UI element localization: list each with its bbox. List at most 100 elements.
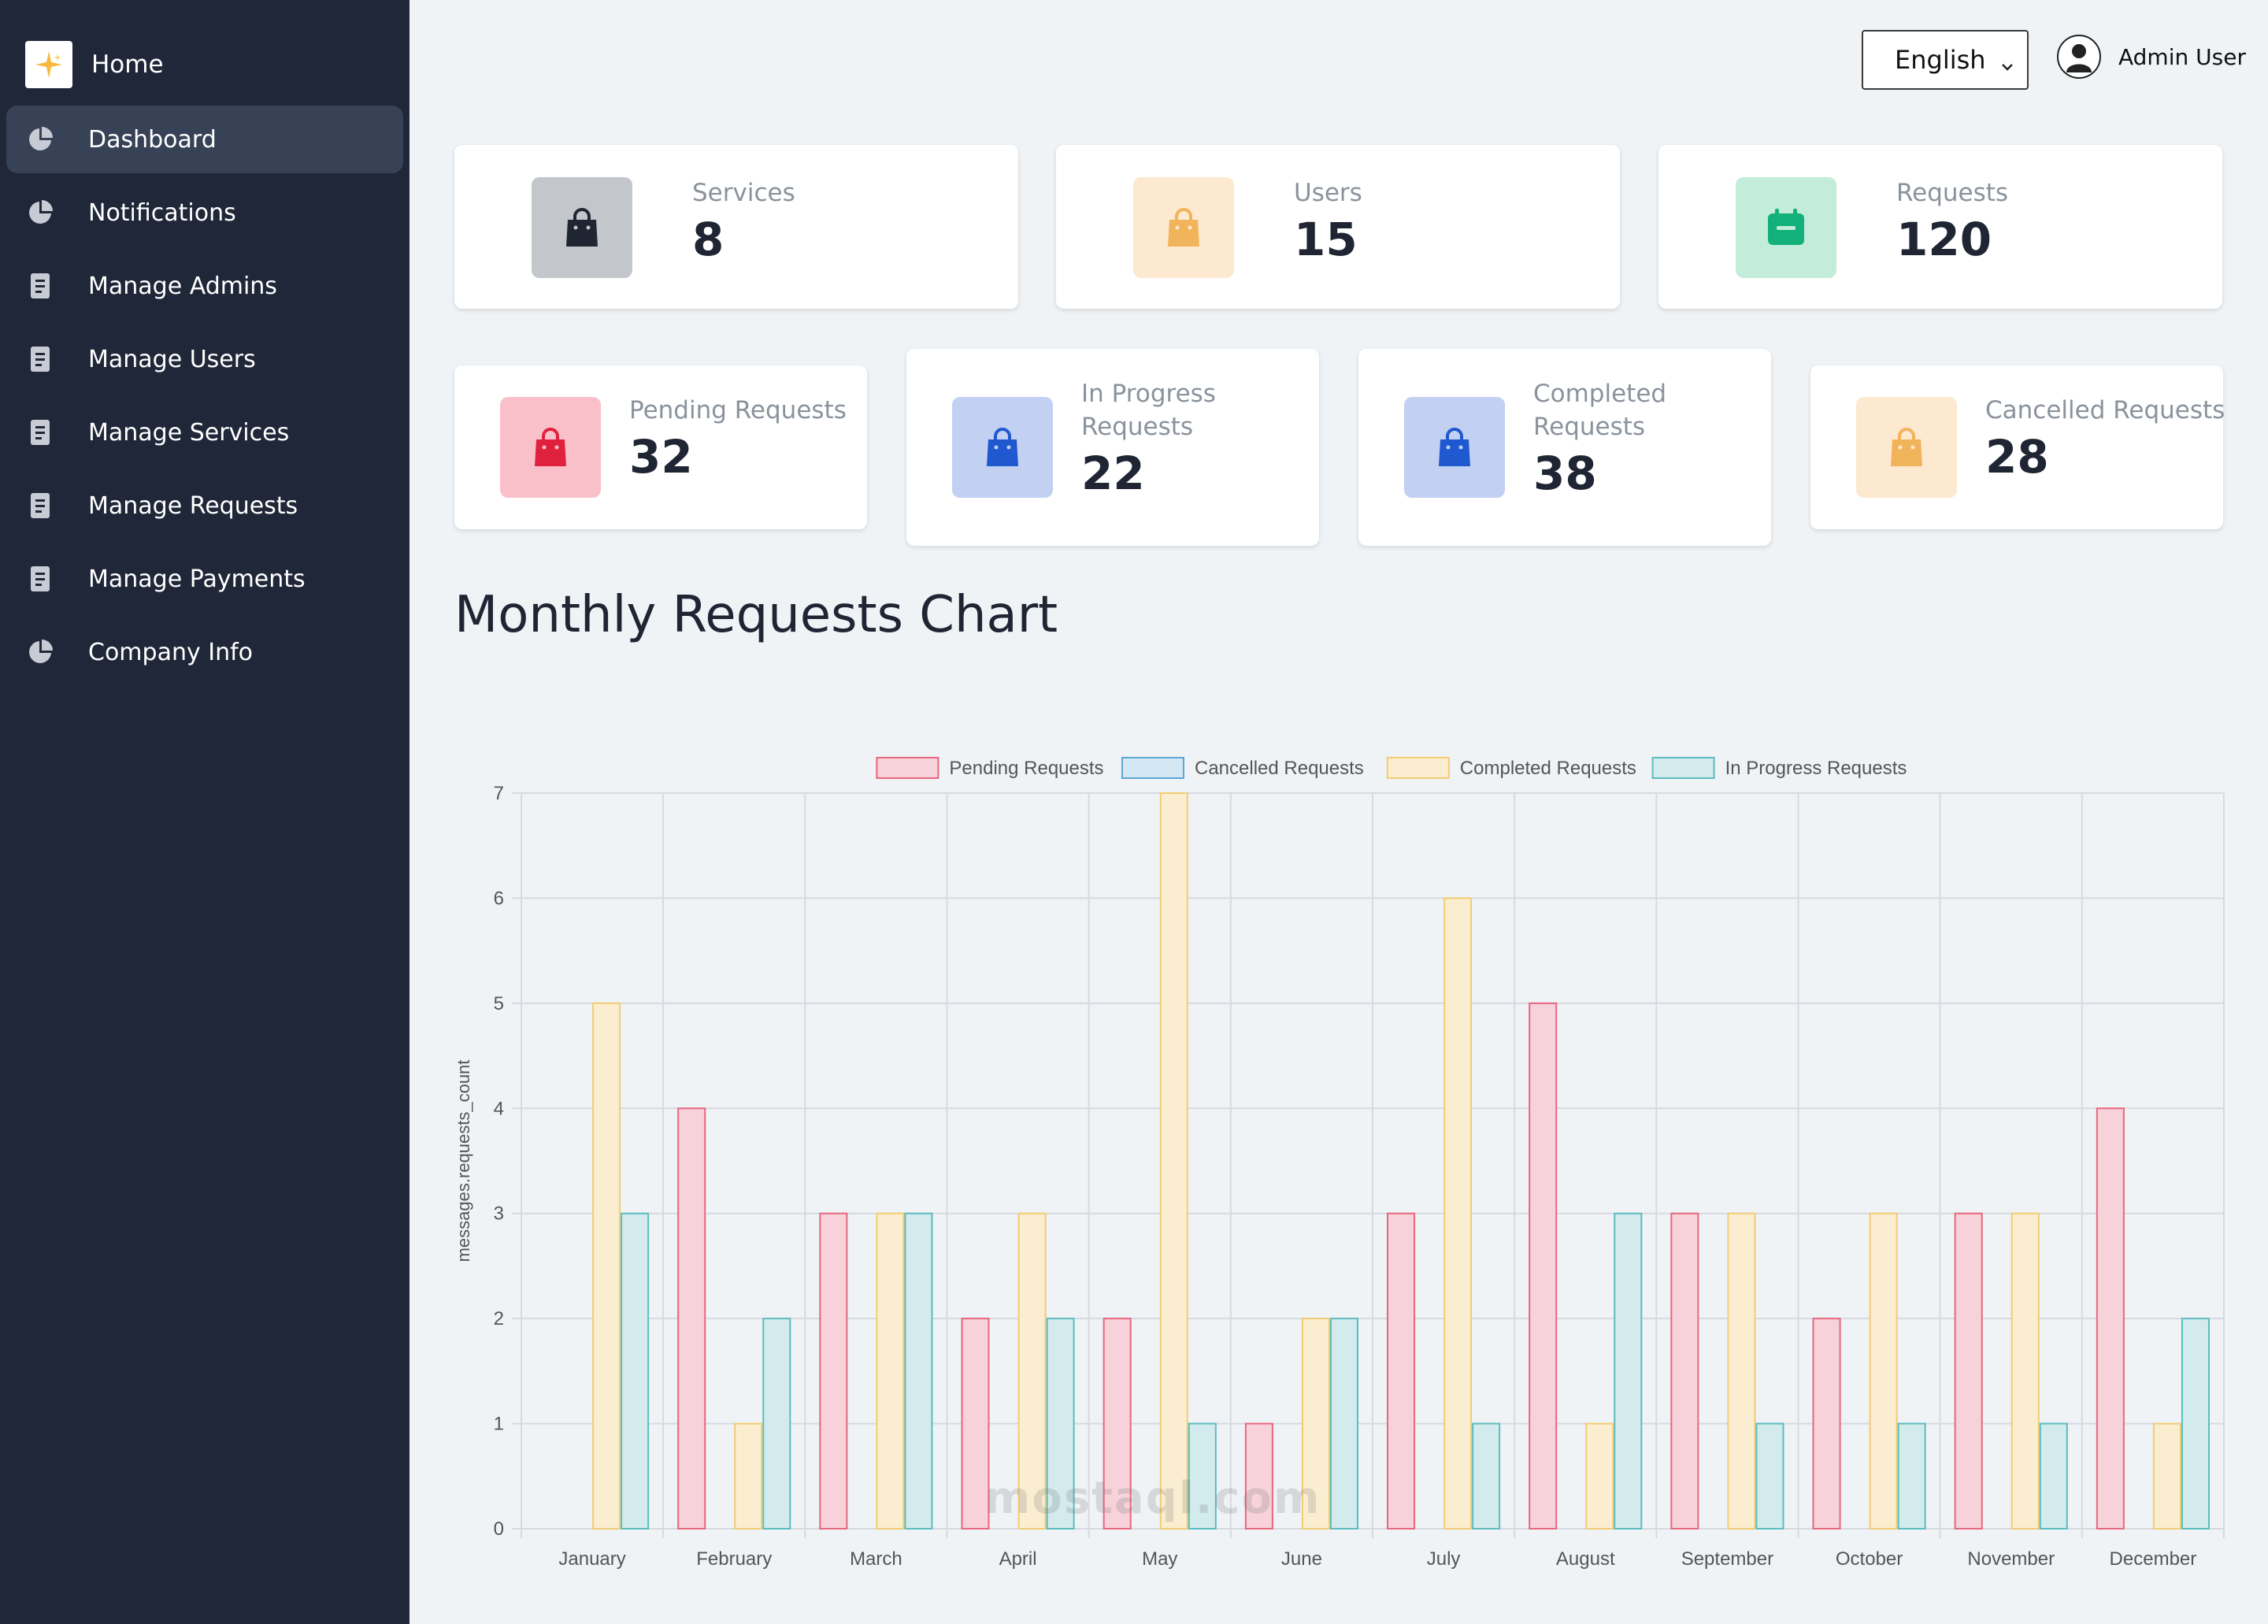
chevron-down-icon	[1999, 52, 2016, 82]
stat-value: 120	[1896, 213, 1992, 266]
x-tick-label: July	[1427, 1548, 1461, 1570]
bar-completed-requests	[1443, 897, 1473, 1529]
bar-in-progress-requests	[904, 1212, 933, 1529]
legend-swatch	[1651, 757, 1715, 779]
stat-label: Completed Requests	[1533, 380, 1667, 441]
bar-completed-requests	[1585, 1422, 1614, 1529]
bar-pending-requests	[1387, 1212, 1416, 1529]
language-select[interactable]: English	[1862, 30, 2029, 90]
monthly-requests-chart: 0 1 2 3 4 5 6 7 January February March April May June…	[454, 757, 2225, 1570]
bar-in-progress-requests	[2181, 1318, 2210, 1530]
brand-home-link[interactable]: Home	[25, 41, 164, 88]
sidebar-item-label: Manage Payments	[88, 565, 306, 593]
stat-card-services[interactable]: Services 8	[454, 145, 1018, 309]
stat-label: Services	[692, 179, 795, 207]
legend-label: Pending Requests	[949, 758, 1103, 779]
bar-pending-requests	[1812, 1318, 1841, 1530]
stat-card-requests[interactable]: Requests 120	[1658, 145, 2222, 309]
sidebar-item-label: Dashboard	[88, 125, 217, 154]
language-select-value: English	[1895, 45, 1986, 75]
bar-pending-requests	[819, 1212, 848, 1529]
legend-swatch	[876, 757, 939, 779]
y-tick-label: 5	[494, 993, 504, 1014]
bar-in-progress-requests	[1046, 1318, 1075, 1530]
sidebar-item-manage-payments[interactable]: Manage Payments	[6, 545, 403, 613]
legend-label: Completed Requests	[1460, 758, 1636, 779]
document-icon	[27, 565, 54, 592]
legend-label: Cancelled Requests	[1195, 758, 1364, 779]
stat-label: Requests	[1896, 179, 2009, 207]
bar-completed-requests	[1159, 792, 1188, 1529]
x-tick-label: December	[2110, 1548, 2197, 1570]
calendar-icon	[1736, 177, 1836, 278]
document-icon	[27, 492, 54, 519]
sidebar-item-label: Notifications	[88, 198, 236, 227]
x-tick-label: March	[850, 1548, 902, 1570]
bar-in-progress-requests	[1329, 1318, 1358, 1530]
pie-chart-icon	[27, 639, 54, 666]
stat-card-cancelled-requests[interactable]: Cancelled Requests 28	[1810, 365, 2225, 529]
sidebar-item-company-info[interactable]: Company Info	[6, 618, 403, 686]
bar-pending-requests	[677, 1107, 706, 1529]
bar-pending-requests	[1244, 1422, 1273, 1529]
y-tick-label: 2	[494, 1308, 504, 1329]
bar-completed-requests	[592, 1002, 621, 1530]
bar-completed-requests	[1017, 1212, 1047, 1529]
stat-card-pending-requests[interactable]: Pending Requests 32	[454, 365, 867, 529]
stat-value: 28	[1985, 430, 2049, 484]
sidebar-item-label: Manage Users	[88, 345, 256, 373]
x-tick-label: October	[1836, 1548, 1903, 1570]
bar-completed-requests	[876, 1212, 905, 1529]
stat-card-users[interactable]: Users 15	[1056, 145, 1620, 309]
y-tick-label: 6	[494, 888, 504, 909]
sidebar-item-label: Manage Requests	[88, 491, 298, 520]
bar-completed-requests	[1727, 1212, 1756, 1529]
sidebar-item-manage-users[interactable]: Manage Users	[6, 325, 403, 393]
bar-pending-requests	[1670, 1212, 1699, 1529]
sparkle-icon	[25, 41, 72, 88]
document-icon	[27, 346, 54, 373]
shopping-bag-icon	[952, 397, 1053, 498]
shopping-bag-icon	[532, 177, 632, 278]
stat-label: Users	[1294, 179, 1362, 207]
sidebar-item-notifications[interactable]: Notifications	[6, 179, 403, 247]
sidebar-item-dashboard[interactable]: Dashboard	[6, 106, 403, 173]
stat-card-completed-requests[interactable]: Completed Requests 38	[1358, 349, 1771, 546]
sidebar-item-manage-requests[interactable]: Manage Requests	[6, 472, 403, 539]
bar-completed-requests	[1301, 1318, 1330, 1530]
sidebar-item-manage-admins[interactable]: Manage Admins	[6, 252, 403, 320]
shopping-bag-icon	[500, 397, 601, 498]
sidebar-nav: Dashboard Notifications Manage Admins Ma…	[6, 106, 403, 691]
x-tick-label: November	[1967, 1548, 2055, 1570]
brand-label: Home	[91, 50, 164, 79]
x-tick-label: April	[999, 1548, 1037, 1570]
legend-swatch	[1121, 757, 1184, 779]
stat-card-in-progress-requests[interactable]: In Progress Requests 22	[906, 349, 1319, 546]
stat-value: 32	[629, 430, 693, 484]
user-avatar-icon	[2057, 35, 2101, 79]
shopping-bag-icon	[1404, 397, 1505, 498]
stat-label: Pending Requests	[629, 396, 847, 425]
sidebar-item-label: Manage Services	[88, 418, 290, 447]
bar-in-progress-requests	[1897, 1422, 1926, 1529]
user-menu[interactable]: Admin User	[2057, 33, 2246, 80]
x-tick-label: May	[1142, 1548, 1177, 1570]
bar-in-progress-requests	[2039, 1422, 2068, 1529]
bar-completed-requests	[2010, 1212, 2040, 1529]
pie-chart-icon	[27, 199, 54, 226]
document-icon	[27, 419, 54, 446]
stat-label: Cancelled Requests	[1985, 396, 2225, 425]
x-tick-label: February	[696, 1548, 772, 1570]
sidebar-item-manage-services[interactable]: Manage Services	[6, 399, 403, 466]
stat-label: In Progress Requests	[1081, 380, 1216, 441]
pie-chart-icon	[27, 126, 54, 153]
legend-swatch	[1386, 757, 1450, 779]
chart-title: Monthly Requests Chart	[454, 586, 1058, 644]
x-tick-label: August	[1556, 1548, 1615, 1570]
bar-pending-requests	[1529, 1002, 1558, 1530]
sidebar-item-label: Company Info	[88, 638, 254, 666]
y-tick-label: 3	[494, 1203, 504, 1225]
bar-completed-requests	[1869, 1212, 1898, 1529]
bar-in-progress-requests	[1472, 1422, 1501, 1529]
x-tick-label: September	[1681, 1548, 1773, 1570]
